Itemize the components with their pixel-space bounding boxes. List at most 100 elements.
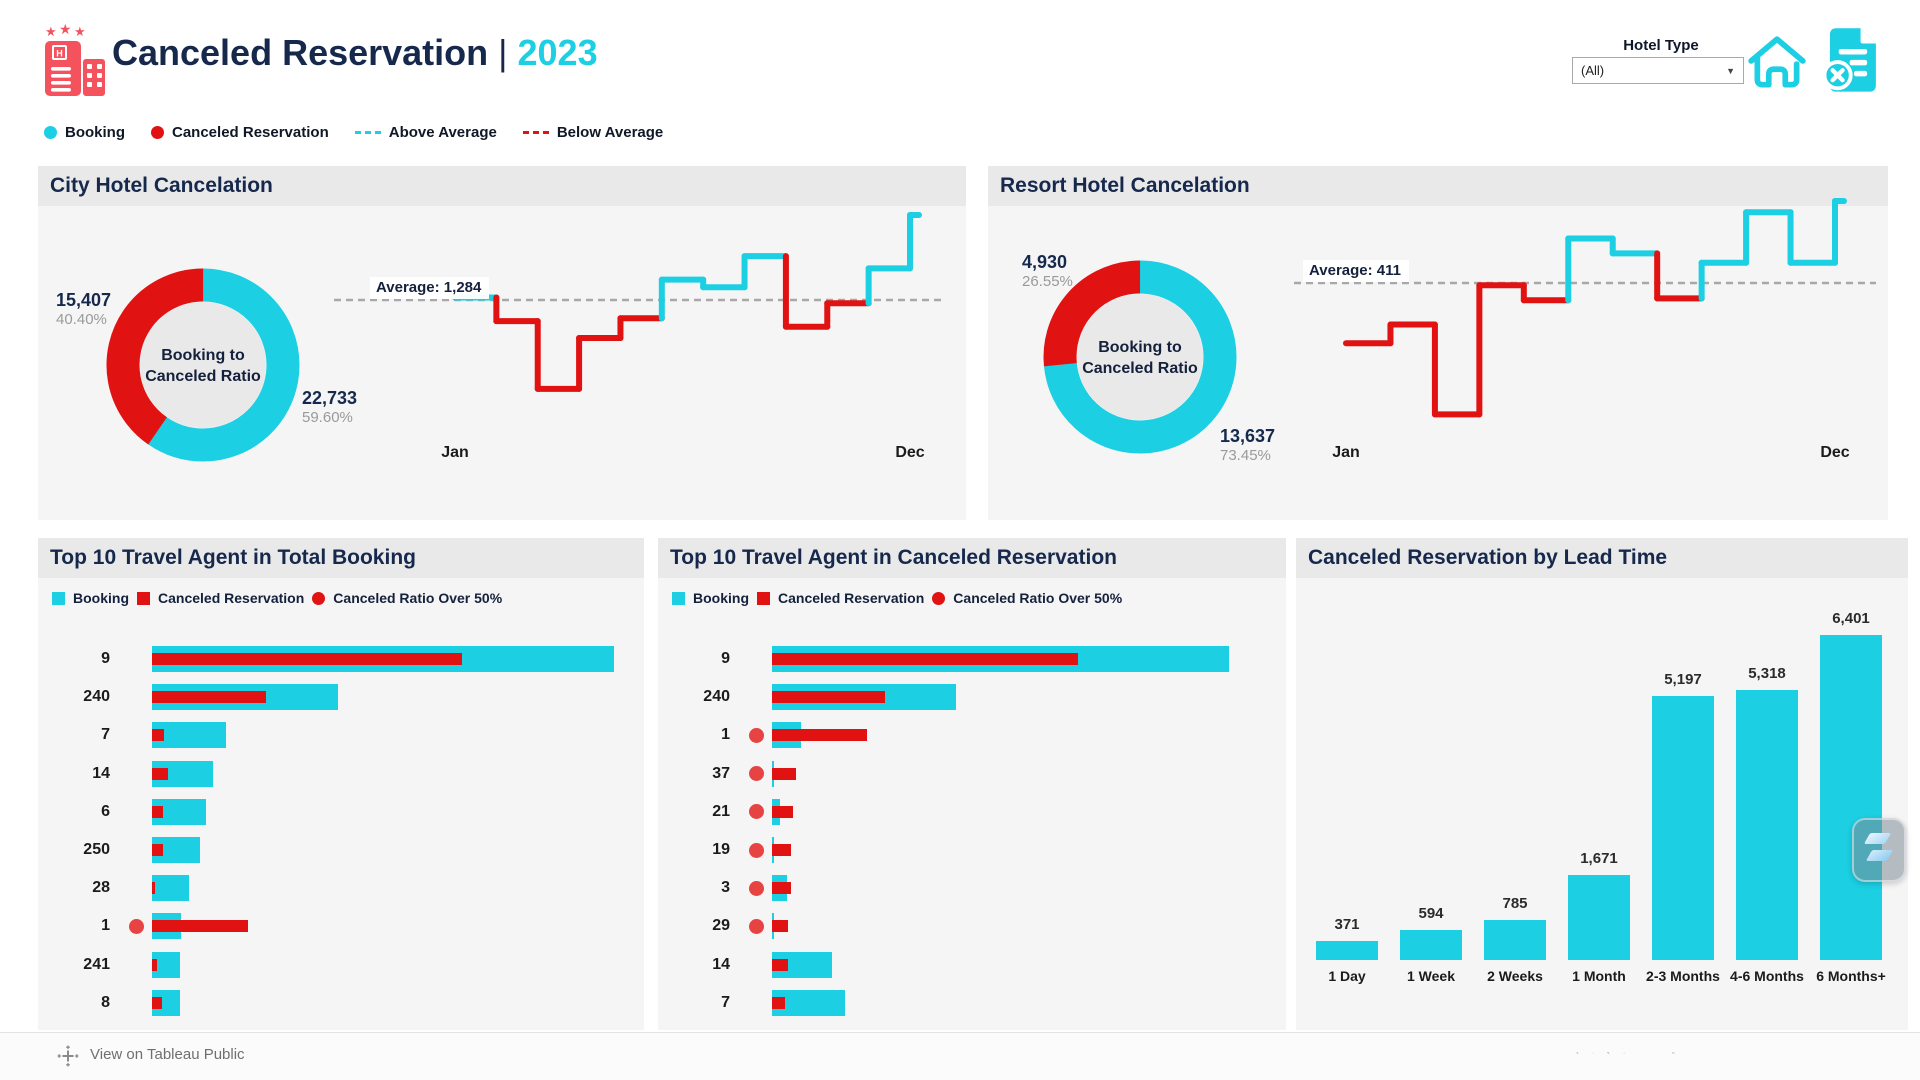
canceled-bar[interactable] <box>152 653 462 666</box>
canceled-bar[interactable] <box>772 767 797 780</box>
ratio-dot-icon <box>312 591 326 605</box>
leadtime-header: Canceled Reservation by Lead Time <box>1296 538 1908 578</box>
legend-label: Above Average <box>388 124 497 141</box>
city-hotel-panel: City Hotel Cancelation 15,407 40.40% 22,7… <box>38 166 966 520</box>
footer-bar: View on Tableau Public <box>0 1032 1920 1080</box>
svg-text:★: ★ <box>45 24 57 39</box>
agent-row: 19 <box>670 831 1231 869</box>
canceled-bar[interactable] <box>772 882 791 895</box>
canceled-bar[interactable] <box>152 920 249 933</box>
canceled-slice[interactable] <box>98 260 308 470</box>
canceled-document-icon[interactable] <box>1818 26 1890 96</box>
canceled-bar[interactable] <box>152 996 163 1009</box>
tableau-logo-icon <box>57 1045 79 1067</box>
agent-row: 14 <box>50 755 628 793</box>
agent-id-label: 8 <box>101 993 110 1011</box>
canceled-bar[interactable] <box>152 882 156 895</box>
canceled-bar[interactable] <box>152 958 158 971</box>
canceled-bar[interactable] <box>772 920 788 933</box>
canceled-bar[interactable] <box>772 958 788 971</box>
leadtime-bar[interactable] <box>1820 635 1882 960</box>
legend-label: Booking <box>65 124 125 141</box>
title-separator: | <box>498 32 508 73</box>
city-trend-chart <box>334 212 946 392</box>
agent-id-label: 14 <box>92 764 110 782</box>
leadtime-chart: 371 1 Day 594 1 Week 785 2 Weeks 1,671 1 Month 5… <box>1296 578 1908 1030</box>
leadtime-bar[interactable] <box>1652 696 1714 960</box>
agent-row: 1 <box>50 907 628 945</box>
city-donut-chart <box>98 260 308 470</box>
hotel-logo-icon: ★ ★ ★ H <box>45 22 105 96</box>
ratio-over-50-dot <box>748 804 764 820</box>
above-average-dash-icon <box>354 131 381 134</box>
home-icon[interactable] <box>1746 33 1808 93</box>
leadtime-bar[interactable] <box>1568 875 1630 960</box>
agent-id-label: 7 <box>721 993 730 1011</box>
canceled-bar[interactable] <box>772 805 794 818</box>
resort-donut-chart <box>1043 260 1237 454</box>
city-panel-header: City Hotel Cancelation <box>38 166 966 206</box>
page-title: Canceled Reservation | 2023 <box>112 32 598 73</box>
leadtime-category-label: 1 Month <box>1572 968 1626 984</box>
agent-row: 6 <box>50 793 628 831</box>
leadtime-panel: Canceled Reservation by Lead Time 371 1 D… <box>1296 538 1908 1030</box>
leadtime-title: Canceled Reservation by Lead Time <box>1308 546 1668 569</box>
canceled-bar[interactable] <box>152 805 163 818</box>
resort-average-label: Average: 411 <box>1303 260 1410 282</box>
agent-row: 8 <box>50 984 628 1022</box>
canceled-bar[interactable] <box>772 691 885 704</box>
footer-controls <box>1576 1040 1675 1066</box>
hotel-type-select[interactable]: (All) ▼ <box>1572 57 1744 84</box>
canceled-bar[interactable] <box>772 844 791 857</box>
agent-id-label: 9 <box>721 650 730 668</box>
agent-row: 9 <box>670 640 1231 678</box>
chart-legend: Booking Canceled Reservation Above Avera… <box>44 124 663 141</box>
agent-row: 37 <box>670 755 1231 793</box>
redo-icon[interactable] <box>1591 1051 1595 1055</box>
undo-icon[interactable] <box>1576 1051 1579 1055</box>
agent-id-label: 21 <box>712 802 730 820</box>
ratio-over-50-dot <box>748 766 764 782</box>
canceled-bar[interactable] <box>772 996 785 1009</box>
canceled-bar[interactable] <box>152 844 164 857</box>
agent-id-label: 37 <box>712 764 730 782</box>
reset-icon[interactable] <box>1607 1051 1610 1055</box>
ratio-over-50-dot <box>748 842 764 858</box>
leadtime-bar[interactable] <box>1484 920 1546 960</box>
leadtime-value-label: 5,197 <box>1664 671 1702 688</box>
agent-row: 241 <box>50 946 628 984</box>
share-icon[interactable] <box>1622 1052 1626 1055</box>
resort-dec-label: Dec <box>1820 444 1850 461</box>
canceled-bar[interactable] <box>152 691 267 704</box>
below-average-dash-icon <box>522 131 549 134</box>
booking-bar[interactable] <box>152 722 226 749</box>
agent-row: 7 <box>50 716 628 754</box>
fullscreen-icon[interactable] <box>1672 1052 1675 1055</box>
leadtime-value-label: 785 <box>1502 895 1528 912</box>
leadtime-category-label: 4-6 Months <box>1730 968 1804 984</box>
agent-booking-panel: Top 10 Travel Agent in Total Booking Boo… <box>38 538 644 1030</box>
canceled-bar[interactable] <box>152 767 168 780</box>
booking-bar[interactable] <box>152 875 190 902</box>
dropdown-caret-icon: ▼ <box>1726 65 1735 76</box>
canceled-bar[interactable] <box>772 653 1079 666</box>
screenshot-overlay-button[interactable] <box>1852 818 1906 882</box>
agent-id-label: 1 <box>721 726 730 744</box>
canceled-bar[interactable] <box>772 729 868 742</box>
leadtime-category-label: 1 Week <box>1407 968 1455 984</box>
booking-dot-icon <box>44 126 57 139</box>
leadtime-category-label: 2 Weeks <box>1487 968 1543 984</box>
view-on-tableau-link[interactable]: View on Tableau Public <box>90 1046 245 1063</box>
canceled-square-icon <box>137 591 150 605</box>
canceled-slice[interactable] <box>1043 260 1237 454</box>
canceled-bar[interactable] <box>152 729 164 742</box>
agent-canceled-legend: Booking Canceled Reservation Canceled Ra… <box>672 590 1122 606</box>
agent-id-label: 240 <box>703 688 730 706</box>
agent-row: 14 <box>670 946 1231 984</box>
agent-id-label: 3 <box>721 879 730 897</box>
leadtime-bar[interactable] <box>1400 930 1462 960</box>
leadtime-bar[interactable] <box>1736 690 1798 960</box>
city-canceled-label: 15,407 40.40% <box>56 290 112 328</box>
leadtime-bar[interactable] <box>1316 941 1378 960</box>
